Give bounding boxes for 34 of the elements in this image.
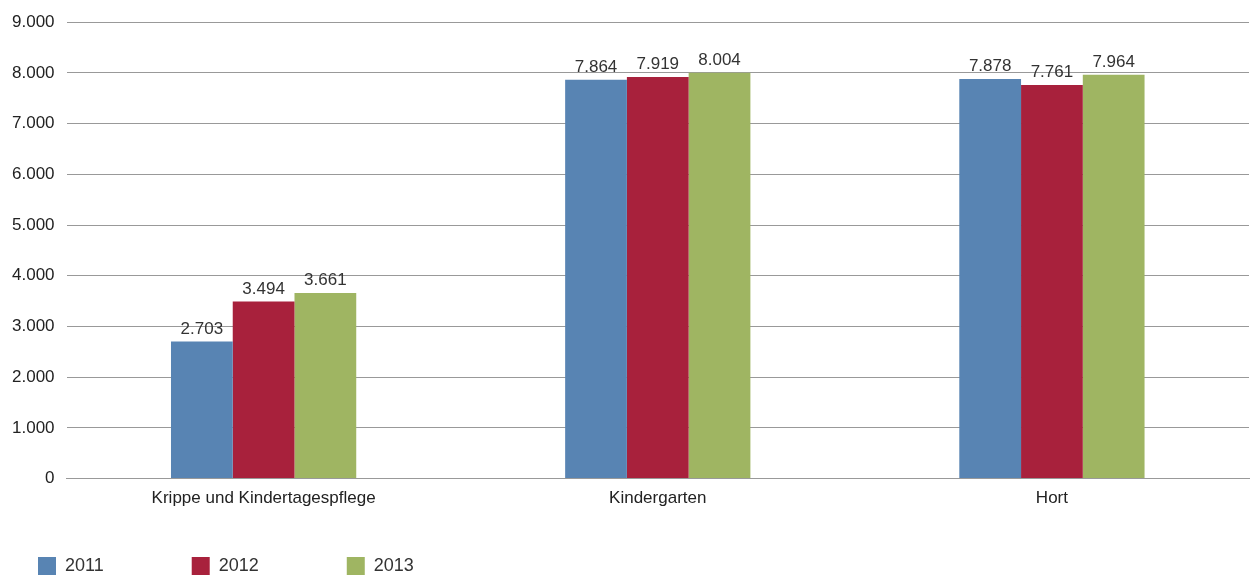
bar xyxy=(626,77,689,479)
data-label: 3.661 xyxy=(304,270,347,290)
data-label: 7.864 xyxy=(574,57,618,76)
x-tick-label: Krippe und Kindertagespflege xyxy=(151,488,376,508)
y-tick-label: 8.000 xyxy=(11,62,55,82)
legend-label: 2013 xyxy=(373,554,464,575)
data-label: 8.004 xyxy=(698,49,741,69)
bar xyxy=(294,292,357,479)
data-label: 7.878 xyxy=(968,56,1012,76)
bar xyxy=(688,72,751,479)
x-tick-label: Kindergarten xyxy=(609,488,707,508)
y-tick-label: 9.000 xyxy=(11,11,55,31)
bar xyxy=(170,341,233,479)
y-tick-label: 5.000 xyxy=(11,214,55,234)
data-label: 2.703 xyxy=(180,318,224,338)
y-tick-label: 0 xyxy=(45,468,55,488)
data-label: 3.494 xyxy=(242,278,285,298)
y-tick-label: 4.000 xyxy=(11,265,55,285)
data-label: 7.964 xyxy=(1092,51,1135,71)
legend-label: 2011 xyxy=(65,554,154,575)
y-tick-label: 2.000 xyxy=(11,366,55,386)
y-tick-label: 3.000 xyxy=(11,316,55,336)
bar xyxy=(1082,74,1145,479)
y-tick-label: 6.000 xyxy=(11,164,55,184)
data-label: 7.919 xyxy=(636,54,680,74)
bar xyxy=(1021,85,1083,479)
y-tick-label: 7.000 xyxy=(11,113,55,133)
bar xyxy=(232,301,295,479)
bar xyxy=(959,79,1022,479)
data-label: 7.761 xyxy=(1030,62,1074,82)
bar xyxy=(565,79,627,479)
legend-label: 2012 xyxy=(218,554,309,575)
x-tick-label: Hort xyxy=(1035,488,1069,508)
y-tick-label: 1.000 xyxy=(11,417,55,437)
